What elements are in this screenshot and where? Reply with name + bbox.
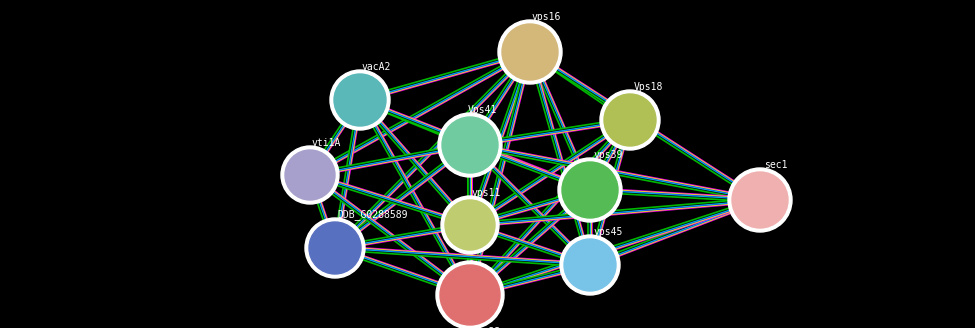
- Circle shape: [442, 117, 498, 173]
- Circle shape: [604, 94, 656, 146]
- Circle shape: [445, 200, 495, 250]
- Circle shape: [438, 113, 502, 177]
- Circle shape: [498, 20, 562, 84]
- Circle shape: [562, 162, 618, 218]
- Text: DDB_G0288589: DDB_G0288589: [337, 209, 408, 220]
- Text: vps45: vps45: [594, 227, 623, 237]
- Circle shape: [728, 168, 792, 232]
- Circle shape: [558, 158, 622, 222]
- Circle shape: [441, 196, 499, 254]
- Text: Vps18: Vps18: [634, 82, 663, 92]
- Circle shape: [334, 74, 386, 126]
- Circle shape: [564, 239, 616, 291]
- Text: vps39: vps39: [594, 150, 623, 160]
- Circle shape: [600, 90, 660, 150]
- Circle shape: [330, 70, 390, 130]
- Text: Vps33: Vps33: [472, 327, 501, 328]
- Circle shape: [560, 235, 620, 295]
- Circle shape: [732, 172, 788, 228]
- Circle shape: [440, 265, 500, 325]
- Text: sec1: sec1: [764, 160, 788, 170]
- Circle shape: [436, 261, 504, 328]
- Text: Vps41: Vps41: [468, 105, 497, 115]
- Text: vps16: vps16: [532, 12, 562, 22]
- Circle shape: [502, 24, 558, 80]
- Text: vti1A: vti1A: [312, 138, 341, 148]
- Circle shape: [285, 150, 335, 200]
- Circle shape: [309, 222, 361, 274]
- Circle shape: [281, 146, 339, 204]
- Circle shape: [305, 218, 365, 278]
- Text: vps11: vps11: [472, 188, 501, 198]
- Text: vacA2: vacA2: [362, 62, 391, 72]
